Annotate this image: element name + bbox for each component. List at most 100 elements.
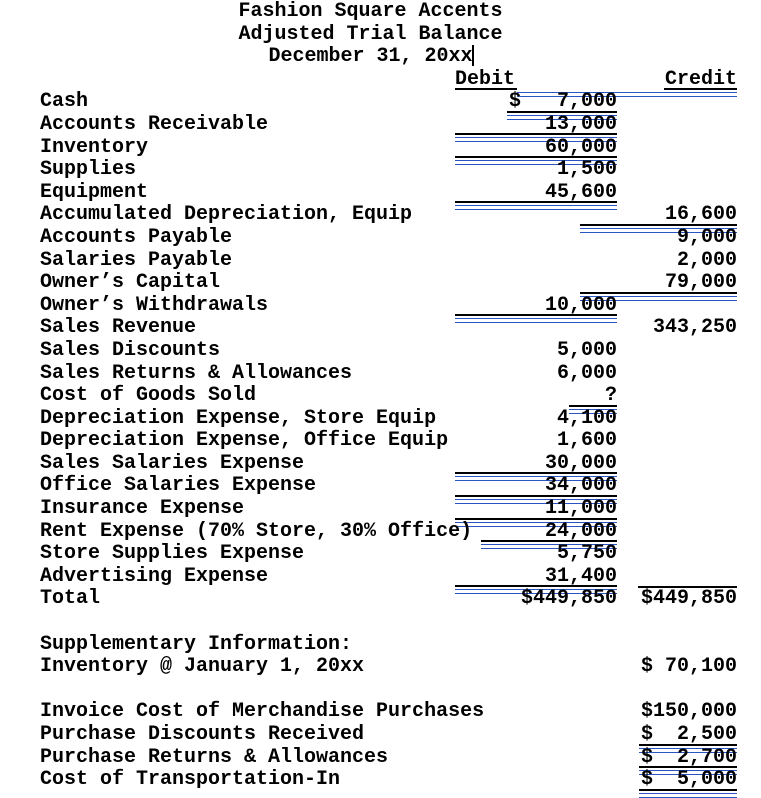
credit-amount: 9,000 [676,225,737,249]
supplementary-item-name: Inventory @ January 1, 20xx [40,655,365,679]
account-row: Accumulated Depreciation, Equip 16,600 [0,203,761,233]
account-name: Depreciation Expense, Office Equip [40,429,449,453]
credit-cell: 16,600 [580,203,737,233]
account-name: Depreciation Expense, Store Equip [40,406,437,430]
title-line: December 31, 20xx [0,45,741,69]
credit-column-header: Credit [580,68,737,92]
title-line: Adjusted Trial Balance [0,22,741,47]
underline-blue-double [455,521,617,527]
credit-cell: 2,000 [580,248,737,273]
account-row: Rent Expense (70% Store, 30% Office) 24,0… [0,519,761,550]
account-row: Inventory 60,000 [0,135,761,166]
account-row: Owner’s Withdrawals 10,000 [0,293,761,324]
credit-amount: $150,000 [640,700,737,724]
underline-blue-double [569,408,617,414]
account-row: Sales Salaries Expense 30,000 [0,452,761,482]
credit-amount: $ 5,000 [640,768,737,792]
underline-black [455,156,617,159]
account-row: Advertising Expense 31,400 [0,564,761,595]
credit-cell: $ 2,700 [580,746,737,776]
account-row: Salaries Payable 2,000 [0,248,761,273]
underline-black [455,472,617,475]
account-row: Office Salaries Expense 34,000 [0,474,761,504]
underline-blue-double [455,160,617,166]
underline-black [481,540,617,543]
debit-amount: 31,400 [544,564,617,588]
debit-cell: 10,000 [455,293,617,324]
account-row: Sales Discounts 5,000 [0,338,761,363]
debit-cell: 1,600 [455,429,617,453]
account-name: Accounts Payable [40,225,233,249]
debit-cell: 30,000 [455,452,617,482]
account-name: Rent Expense (70% Store, 30% Office) [40,519,473,543]
account-row: Owner’s Capital 79,000 [0,271,761,301]
account-row: Accounts Payable 9,000 [0,225,761,250]
credit-cell: 343,250 [580,317,737,340]
debit-amount: 11,000 [544,497,617,521]
credit-cell: 79,000 [580,271,737,301]
account-name: Sales Discounts [40,338,221,362]
debit-cell: $ 7,000 [455,91,617,120]
debit-cell: 31,400 [455,564,617,595]
title-text: Adjusted Trial Balance [238,22,503,46]
underline-blue-double [638,770,737,776]
underline-black [455,585,617,588]
debit-amount: 34,000 [544,474,617,498]
underline-black [455,314,617,317]
purchases-item-name: Invoice Cost of Merchandise Purchases [40,700,485,724]
account-name: Total [40,587,101,611]
credit-cell: $ 70,100 [580,655,737,679]
underline-black [506,110,617,113]
account-name: Cash [40,90,89,114]
blank-line [0,679,761,702]
text-cursor[interactable] [472,45,474,66]
account-row: Total $449,850 $449,850 [0,585,761,611]
account-name: Owner’s Withdrawals [40,293,269,317]
underline-black [455,494,617,497]
title-line: Fashion Square Accents [0,0,741,24]
debit-column-header: Debit [455,68,617,92]
underline-blue-double [481,544,617,550]
supplementary-heading-row: Supplementary Information: [0,632,761,657]
underline-blue-double [580,227,737,233]
underline-black [580,291,737,294]
debit-cell: 45,600 [455,180,617,211]
credit-amount: 16,600 [664,203,737,227]
debit-amount: 45,600 [544,180,617,204]
debit-amount: 10,000 [544,293,617,317]
underline-blue-double [517,92,737,98]
debit-amount: 1,600 [556,429,617,453]
debit-cell: 5,750 [455,542,617,566]
debit-amount: 24,000 [544,519,617,543]
account-name: Insurance Expense [40,497,245,521]
debit-amount: 5,000 [556,338,617,362]
column-header-row: Debit Credit [0,68,761,98]
debit-cell: 24,000 [455,519,617,550]
title-text: December 31, 20xx [268,45,473,69]
account-row: Equipment 45,600 [0,180,761,211]
account-name: Salaries Payable [40,248,233,272]
account-row: Cash $ 7,000 [0,90,761,120]
credit-amount: 343,250 [652,316,737,340]
purchases-item-name: Purchase Discounts Received [40,723,365,746]
account-name: Inventory [40,135,149,159]
account-name: Equipment [40,180,149,204]
underline-blue-double [455,498,617,504]
purchases-row: Purchase Discounts Received $ 2,500 [0,723,761,753]
credit-amount: $449,850 [640,587,737,611]
debit-cell: 13,000 [455,113,617,143]
credit-cell: $ 5,000 [580,768,737,798]
underline-black [455,201,617,204]
account-name: Cost of Goods Sold [40,384,257,408]
title-text: Fashion Square Accents [238,0,503,23]
underline-black [580,223,737,226]
debit-amount: 5,750 [556,542,617,566]
debit-cell: 11,000 [455,497,617,527]
credit-amount: 2,000 [676,248,737,272]
account-row: Depreciation Expense, Store Equip 4,100 [0,406,761,431]
debit-amount: 6,000 [556,361,617,385]
purchases-row: Cost of Transportation-In $ 5,000 [0,768,761,798]
supplementary-heading: Supplementary Information: [40,632,353,656]
debit-cell: 4,100 [455,407,617,431]
